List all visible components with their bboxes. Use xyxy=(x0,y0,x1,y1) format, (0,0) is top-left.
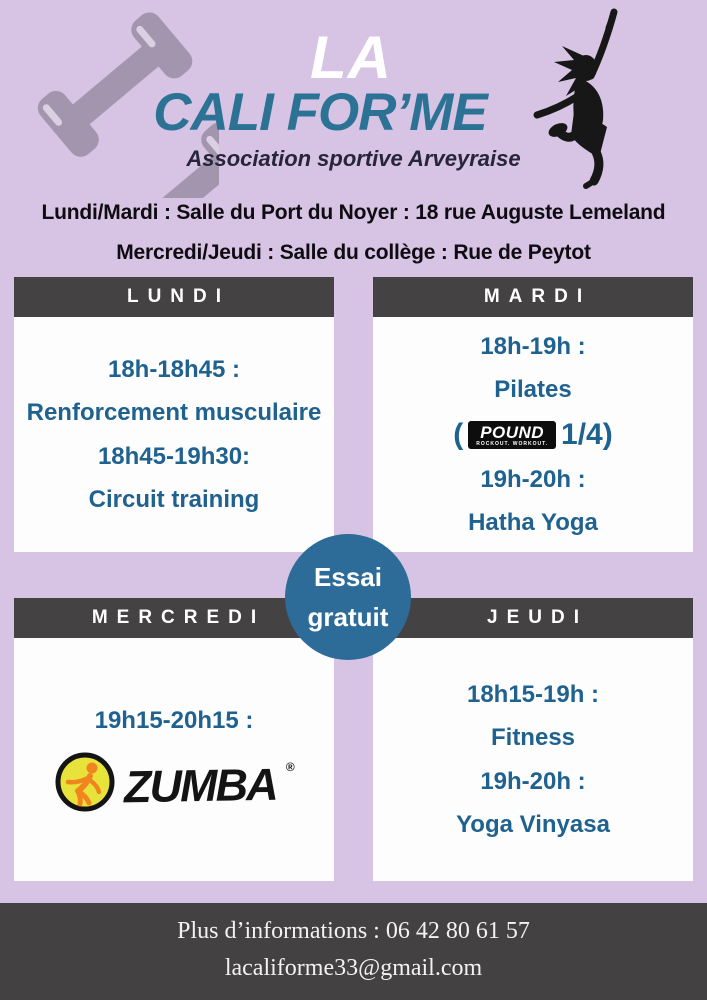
mardi-time-1: 18h-19h : xyxy=(480,333,586,361)
card-mercredi: MERCREDI 19h15-20h15 : ZUMBA ® xyxy=(14,598,334,881)
zumba-wordmark: ZUMBA xyxy=(123,758,278,812)
jeudi-time-2: 19h-20h : xyxy=(480,767,586,795)
card-lundi: LUNDI 18h-18h45 : Renforcement musculair… xyxy=(14,277,334,552)
zumba-logo: ZUMBA ® xyxy=(54,751,295,820)
card-jeudi-body: 18h15-19h : Fitness 19h-20h : Yoga Vinya… xyxy=(373,638,693,881)
lundi-activity-1: Renforcement musculaire xyxy=(26,399,322,427)
jeudi-activity-2: Yoga Vinyasa xyxy=(456,810,610,838)
title-main: CALI FOR’ME xyxy=(153,83,487,142)
card-mercredi-body: 19h15-20h15 : ZUMBA ® xyxy=(14,638,334,881)
jeudi-time-1: 18h15-19h : xyxy=(466,681,600,709)
card-lundi-body: 18h-18h45 : Renforcement musculaire 18h4… xyxy=(14,317,334,552)
jumping-woman-silhouette-icon xyxy=(528,2,705,202)
header: LA CALI FOR’ME Association sportive Arve… xyxy=(0,0,707,272)
lundi-time-1: 18h-18h45 : xyxy=(107,356,241,384)
jeudi-activity-1: Fitness xyxy=(490,724,576,752)
card-mardi: MARDI 18h-19h : Pilates ( POUND ROCKOUT.… xyxy=(373,277,693,552)
location-line-1: Lundi/Mardi : Salle du Port du Noyer : 1… xyxy=(41,201,666,224)
free-trial-line-2: gratuit xyxy=(307,602,389,632)
location-line-2: Mercredi/Jeudi : Salle du collège : Rue … xyxy=(116,241,591,264)
card-jeudi-header: JEUDI xyxy=(373,598,693,638)
pound-row: ( POUND ROCKOUT. WORKOUT. 1/4) xyxy=(453,418,612,452)
footer-email: lacaliforme33@gmail.com xyxy=(224,955,483,981)
footer-phone: Plus d’informations : 06 42 80 61 57 xyxy=(177,918,530,944)
footer: Plus d’informations : 06 42 80 61 57 lac… xyxy=(0,903,707,1000)
lundi-activity-2: Circuit training xyxy=(88,485,260,513)
mardi-time-2: 19h-20h : xyxy=(480,465,586,493)
pound-logo-tagline: ROCKOUT. WORKOUT. xyxy=(476,440,549,447)
card-mercredi-header: MERCREDI xyxy=(14,598,334,638)
pound-logo-word: POUND xyxy=(480,422,545,442)
title-subtitle: Association sportive Arveyraise xyxy=(186,146,521,171)
zumba-registered-mark: ® xyxy=(285,760,295,775)
pound-close-paren: 1/4) xyxy=(561,417,613,451)
zumba-figure-icon xyxy=(54,751,116,820)
card-lundi-header: LUNDI xyxy=(14,277,334,317)
card-mardi-body: 18h-19h : Pilates ( POUND ROCKOUT. WORKO… xyxy=(373,317,693,552)
pound-logo: POUND ROCKOUT. WORKOUT. xyxy=(468,420,557,449)
lundi-time-2: 18h45-19h30: xyxy=(97,442,251,470)
title-la: LA xyxy=(310,24,392,91)
mercredi-time: 19h15-20h15 : xyxy=(94,707,254,735)
pound-open-paren: ( xyxy=(453,417,464,451)
card-mardi-header: MARDI xyxy=(373,277,693,317)
card-jeudi: JEUDI 18h15-19h : Fitness 19h-20h : Yoga… xyxy=(373,598,693,881)
mardi-activity-1: Pilates xyxy=(494,376,572,404)
free-trial-line-1: Essai xyxy=(314,562,382,592)
mardi-activity-2: Hatha Yoga xyxy=(468,508,598,536)
free-trial-badge: Essai gratuit xyxy=(285,534,411,660)
